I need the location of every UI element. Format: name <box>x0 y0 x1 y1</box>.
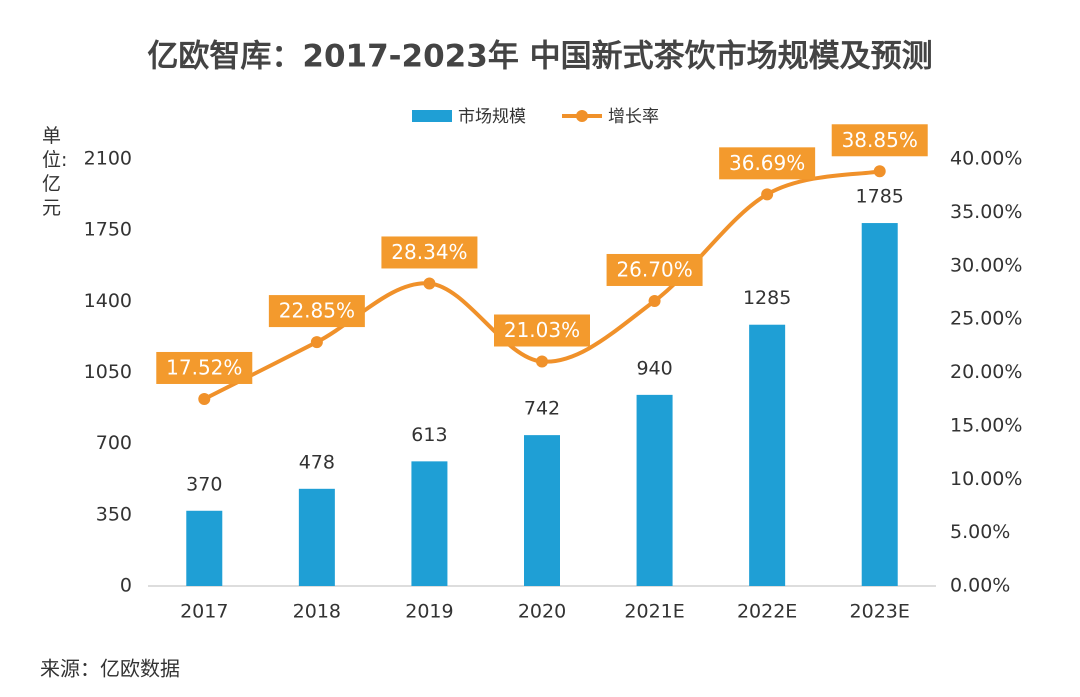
line-value-label: 22.85% <box>279 299 355 323</box>
y2-tick-label: 35.00% <box>950 201 1022 223</box>
line-marker <box>648 294 661 307</box>
x-tick-label: 2017 <box>180 601 228 623</box>
line-marker <box>423 277 436 290</box>
value-label-box <box>719 147 816 180</box>
y-tick-label: 1750 <box>84 219 132 241</box>
y-tick-label: 2100 <box>84 148 132 170</box>
line-value-label: 28.34% <box>391 240 467 264</box>
bar-value-label: 478 <box>299 451 335 473</box>
bar <box>411 461 448 586</box>
y2-tick-label: 20.00% <box>950 361 1022 383</box>
y2-tick-label: 25.00% <box>950 308 1022 330</box>
y2-tick-label: 30.00% <box>950 254 1022 276</box>
line-value-label: 21.03% <box>504 318 580 342</box>
y-tick-label: 700 <box>96 432 132 454</box>
x-tick-label: 2023E <box>850 601 910 623</box>
line-value-label: 26.70% <box>616 257 692 281</box>
x-tick-label: 2021E <box>624 601 684 623</box>
y2-tick-label: 0.00% <box>950 575 1010 597</box>
bar-value-label: 1285 <box>743 287 791 309</box>
y-axis-label: 单位:亿元 <box>42 125 68 219</box>
line-marker <box>536 355 548 368</box>
x-tick-label: 2018 <box>293 601 341 623</box>
legend-swatch <box>412 110 452 122</box>
line-marker <box>198 392 211 405</box>
source: 来源：亿欧数据 <box>40 657 180 681</box>
y-tick-label: 350 <box>96 503 132 525</box>
y2-tick-label: 15.00% <box>950 414 1022 436</box>
x-tick-label: 2022E <box>737 601 797 623</box>
bar <box>749 324 786 586</box>
chart-title: 亿欧智库：2017-2023年 中国新式茶饮市场规模及预测 <box>147 39 932 75</box>
bar-value-label: 1785 <box>856 186 904 208</box>
y-tick-label: 1400 <box>84 290 132 312</box>
legend-swatch <box>576 110 588 122</box>
value-label-box <box>831 124 928 157</box>
line-marker <box>761 188 774 201</box>
value-label-box <box>381 236 478 269</box>
legend-label: 市场规模 <box>458 107 526 127</box>
bar <box>636 394 673 586</box>
bar-value-label: 613 <box>411 424 447 446</box>
value-label-box <box>268 295 365 328</box>
value-label-box <box>606 253 703 286</box>
bar-value-label: 742 <box>524 398 560 420</box>
legend-label: 增长率 <box>608 107 659 127</box>
value-label-box <box>494 314 590 347</box>
y-tick-label: 1050 <box>84 361 132 383</box>
bar <box>298 488 335 586</box>
y-tick-label: 0 <box>120 575 132 597</box>
line-value-label: 36.69% <box>729 151 805 175</box>
line-value-label: 17.52% <box>166 355 242 379</box>
bar-value-label: 370 <box>186 473 222 495</box>
bar <box>524 435 560 586</box>
bar <box>861 223 898 587</box>
bar-value-label: 940 <box>636 357 672 379</box>
y2-tick-label: 40.00% <box>950 148 1022 170</box>
line-value-label: 38.85% <box>842 128 918 152</box>
value-label-box <box>156 351 253 384</box>
line-marker <box>310 336 323 349</box>
x-tick-label: 2019 <box>405 601 453 623</box>
y2-tick-label: 10.00% <box>950 468 1022 490</box>
x-tick-label: 2020 <box>518 601 566 623</box>
y2-tick-label: 5.00% <box>950 521 1010 543</box>
line-marker <box>873 165 886 178</box>
bar <box>186 510 223 586</box>
